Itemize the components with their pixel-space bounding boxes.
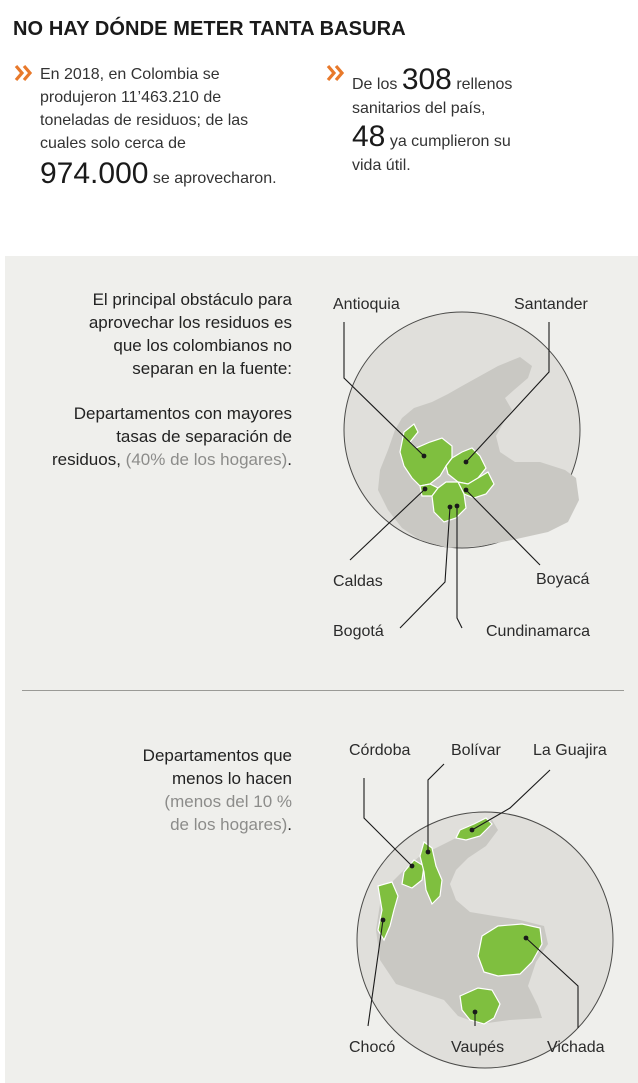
caption-period: .	[287, 815, 292, 834]
colombia-land	[378, 357, 579, 548]
stat-text-line: vida útil.	[352, 157, 411, 174]
stat-text-line: En 2018, en Colombia se	[40, 66, 220, 83]
label-boyaca: Boyacá	[536, 571, 590, 588]
caption-line: Departamentos con mayores	[73, 404, 292, 423]
intro-line: separan en la fuente:	[132, 359, 292, 378]
bottom-departments-caption: Departamentos que menos lo hacen (menos …	[143, 744, 292, 836]
caption-text: residuos,	[51, 450, 121, 469]
intro-paragraph: El principal obstáculo para aprovechar l…	[89, 288, 292, 380]
caption-line: menos lo hacen	[171, 769, 292, 788]
stat-big-number: 974.000	[40, 157, 149, 190]
stat-text: ya cumplieron su	[389, 133, 511, 150]
label-cordoba: Córdoba	[349, 742, 411, 759]
chevron-right-icon	[14, 64, 33, 82]
label-antioquia: Antioquia	[333, 296, 400, 313]
intro-line: El principal obstáculo para	[92, 290, 292, 309]
stat-big-number: 48	[352, 120, 386, 153]
label-vaupes: Vaupés	[451, 1039, 505, 1056]
map-top-departments	[343, 311, 581, 629]
label-santander: Santander	[514, 296, 588, 313]
caption-line: (menos del 10 %	[164, 792, 292, 811]
caption-percent: (40% de los hogares)	[125, 450, 288, 469]
map-bottom-departments	[356, 763, 614, 1069]
leader-lines	[343, 322, 550, 629]
stat-rellenos: De los 308 rellenos sanitarios del país,…	[326, 63, 622, 177]
label-choco: Chocó	[349, 1039, 396, 1056]
label-bogota: Bogotá	[333, 623, 384, 640]
leader-dots	[421, 453, 469, 510]
stat-text: De los	[352, 76, 398, 93]
stat-residuos: En 2018, en Colombia se produjeron 11’46…	[14, 63, 310, 191]
label-la-guajira: La Guajira	[533, 742, 607, 759]
intro-line: que los colombianos no	[113, 336, 292, 355]
stat-big-number: 308	[401, 63, 452, 96]
stat-text-tail: se aprovecharon.	[152, 170, 277, 187]
cordoba-region	[401, 859, 425, 889]
caption-line: tasas de separación de	[116, 427, 292, 446]
choco-region	[377, 881, 399, 942]
caption-percent: de los hogares)	[170, 815, 288, 834]
leader-lines	[363, 763, 579, 1028]
label-caldas: Caldas	[333, 573, 383, 590]
label-bolivar: Bolívar	[451, 742, 501, 759]
vaupes-region	[459, 987, 501, 1025]
leader-dots	[380, 827, 529, 1015]
page-title: NO HAY DÓNDE METER TANTA BASURA	[13, 18, 406, 40]
stat-text-line: toneladas de residuos; de las	[40, 112, 249, 129]
label-vichada: Vichada	[547, 1039, 605, 1056]
top-departments-caption: Departamentos con mayores tasas de separ…	[52, 402, 292, 471]
stat-text-line: sanitarios del país,	[352, 100, 486, 117]
chevron-right-icon	[326, 64, 345, 82]
stat-text: rellenos	[456, 76, 513, 93]
caption-line: Departamentos que	[142, 746, 292, 765]
stat-text-line: produjeron 11’463.210 de	[40, 89, 222, 106]
section-divider	[22, 690, 624, 691]
label-cundinamarca: Cundinamarca	[486, 623, 591, 640]
stat-text-line: cuales solo cerca de	[40, 135, 186, 152]
bolivar-region	[419, 840, 443, 906]
intro-line: aprovechar los residuos es	[88, 313, 292, 332]
caption-period: .	[287, 450, 292, 469]
